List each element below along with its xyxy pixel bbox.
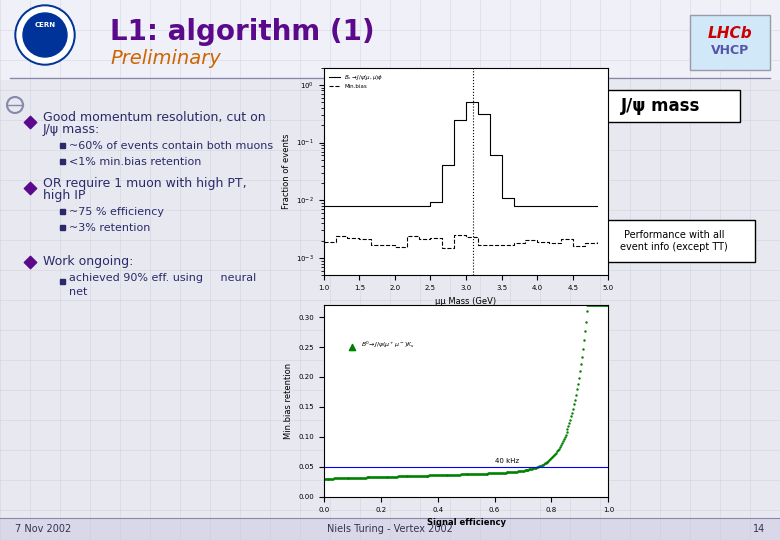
- Text: ~3% retention: ~3% retention: [69, 223, 151, 233]
- Text: achieved 90% eff. using     neural: achieved 90% eff. using neural: [69, 273, 257, 283]
- Text: <1% min.bias retention: <1% min.bias retention: [69, 157, 201, 167]
- Text: Preliminary: Preliminary: [110, 49, 221, 68]
- Point: [23, 258, 36, 266]
- Text: $B^0\!\to\!J/\psi(\mu^+\mu^-)K_s$: $B^0\!\to\!J/\psi(\mu^+\mu^-)K_s$: [360, 340, 415, 350]
- Text: Performance with all
event info (except TT): Performance with all event info (except …: [620, 230, 728, 252]
- Bar: [60, 279, 65, 284]
- Text: ~60% of events contain both muons: ~60% of events contain both muons: [69, 141, 273, 151]
- Circle shape: [17, 7, 73, 63]
- Text: J/ψ mass: J/ψ mass: [622, 97, 700, 115]
- Circle shape: [15, 5, 75, 65]
- Y-axis label: Fraction of events: Fraction of events: [282, 134, 291, 209]
- Legend: $B_s \to J/\psi(\mu,\mu)\phi$, Min.bias: $B_s \to J/\psi(\mu,\mu)\phi$, Min.bias: [327, 70, 386, 91]
- Y-axis label: Min.bias retention: Min.bias retention: [284, 363, 292, 439]
- Text: OR require 1 muon with high PT,: OR require 1 muon with high PT,: [43, 177, 246, 190]
- Text: LHCb: LHCb: [707, 25, 753, 40]
- X-axis label: μμ Mass (GeV): μμ Mass (GeV): [435, 296, 497, 306]
- Text: 7 Nov 2002: 7 Nov 2002: [15, 524, 71, 534]
- Text: VHCP: VHCP: [711, 44, 749, 57]
- Text: ~75 % efficiency: ~75 % efficiency: [69, 207, 164, 217]
- Bar: [582, 90, 740, 122]
- X-axis label: Signal efficiency: Signal efficiency: [427, 518, 505, 527]
- Text: high IP: high IP: [43, 190, 85, 202]
- Bar: [0, 518, 780, 540]
- Text: 14: 14: [753, 524, 765, 534]
- Point: [346, 343, 358, 352]
- Bar: [0, 0, 780, 80]
- Bar: [690, 15, 770, 70]
- Text: J/ψ mass:: J/ψ mass:: [43, 124, 101, 137]
- Text: CERN: CERN: [34, 22, 55, 28]
- Point: [23, 118, 36, 126]
- Bar: [60, 159, 65, 164]
- Circle shape: [23, 13, 67, 57]
- Text: Good momentum resolution, cut on: Good momentum resolution, cut on: [43, 111, 266, 124]
- Text: net: net: [69, 287, 87, 297]
- Bar: [60, 225, 65, 230]
- Bar: [60, 209, 65, 214]
- Text: Work ongoing:: Work ongoing:: [43, 255, 133, 268]
- Bar: [60, 143, 65, 148]
- Bar: [592, 220, 755, 262]
- Point: [23, 184, 36, 192]
- Text: L1: algorithm (1): L1: algorithm (1): [110, 18, 374, 46]
- Text: Niels Turing - Vertex 2002: Niels Turing - Vertex 2002: [327, 524, 453, 534]
- Text: 40 kHz: 40 kHz: [495, 458, 519, 464]
